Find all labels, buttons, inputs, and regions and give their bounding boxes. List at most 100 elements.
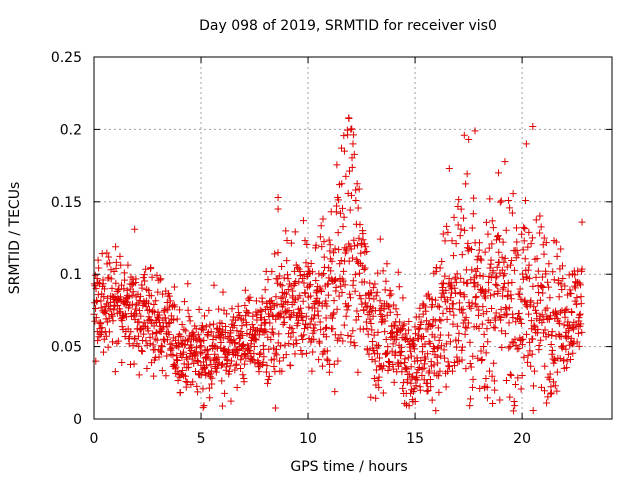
data-point (349, 140, 357, 148)
data-point (426, 375, 434, 383)
data-point (344, 131, 352, 139)
data-point (546, 294, 554, 302)
data-point (404, 354, 412, 362)
data-point (361, 264, 369, 272)
data-point (490, 359, 498, 367)
data-point (515, 344, 523, 352)
data-point (551, 382, 559, 390)
data-point (497, 314, 505, 322)
data-point (566, 356, 574, 364)
data-point (518, 230, 526, 238)
data-point (150, 372, 158, 380)
data-point (349, 277, 357, 285)
data-point (110, 306, 118, 314)
data-point (524, 243, 532, 251)
data-point (180, 325, 188, 333)
data-point (359, 325, 367, 333)
data-point (483, 383, 491, 391)
data-point (463, 324, 471, 332)
data-point (268, 268, 276, 276)
data-point (184, 306, 192, 314)
data-point (97, 304, 105, 312)
data-point (121, 276, 129, 284)
data-point (108, 311, 116, 319)
data-point (529, 282, 537, 290)
data-point (547, 389, 555, 397)
data-point (138, 284, 146, 292)
data-point (492, 280, 500, 288)
data-point (509, 407, 517, 415)
data-point (410, 385, 418, 393)
data-point (462, 365, 470, 373)
data-point (500, 283, 508, 291)
data-point (362, 243, 370, 251)
data-point (316, 339, 324, 347)
data-point (317, 326, 325, 334)
data-point (270, 355, 278, 363)
data-point (433, 353, 441, 361)
data-point (231, 339, 239, 347)
data-point (284, 271, 292, 279)
data-point (458, 346, 466, 354)
data-point (129, 288, 137, 296)
data-point (339, 223, 347, 231)
data-point (505, 196, 513, 204)
data-point (241, 286, 249, 294)
data-point (150, 301, 158, 309)
data-point (197, 342, 205, 350)
data-point (169, 351, 177, 359)
data-point (130, 360, 138, 368)
data-point (284, 298, 292, 306)
data-point (369, 312, 377, 320)
data-point (282, 351, 290, 359)
data-point (225, 367, 233, 375)
data-point (506, 204, 514, 212)
data-point (537, 223, 545, 231)
data-point (379, 267, 387, 275)
data-point (198, 322, 206, 330)
data-point (381, 286, 389, 294)
data-point (454, 221, 462, 229)
data-point (425, 367, 433, 375)
data-point (339, 337, 347, 345)
data-point (435, 372, 443, 380)
data-point (563, 305, 571, 313)
data-point (542, 239, 550, 247)
data-point (142, 337, 150, 345)
data-point (166, 319, 174, 327)
data-point (434, 343, 442, 351)
data-point (546, 375, 554, 383)
data-point (287, 239, 295, 247)
data-point (399, 294, 407, 302)
data-point (280, 274, 288, 282)
data-point (487, 292, 495, 300)
data-point (519, 335, 527, 343)
data-point (325, 236, 333, 244)
data-point (182, 383, 190, 391)
data-point (248, 321, 256, 329)
data-point (440, 279, 448, 287)
data-point (503, 263, 511, 271)
data-point (520, 353, 528, 361)
data-point (157, 347, 165, 355)
data-point (352, 316, 360, 324)
data-point (130, 335, 138, 343)
data-point (299, 297, 307, 305)
x-tick-label: 20 (513, 431, 531, 447)
data-point (412, 382, 420, 390)
data-point (317, 288, 325, 296)
data-point (574, 329, 582, 337)
data-point (114, 301, 122, 309)
data-point (368, 355, 376, 363)
data-point (561, 313, 569, 321)
data-point (226, 362, 234, 370)
data-point (92, 357, 100, 365)
data-point (511, 381, 519, 389)
data-point (451, 362, 459, 370)
data-point (297, 347, 305, 355)
data-point (132, 275, 140, 283)
data-point (455, 299, 463, 307)
data-point (490, 377, 498, 385)
data-point (368, 326, 376, 334)
data-point (201, 312, 209, 320)
